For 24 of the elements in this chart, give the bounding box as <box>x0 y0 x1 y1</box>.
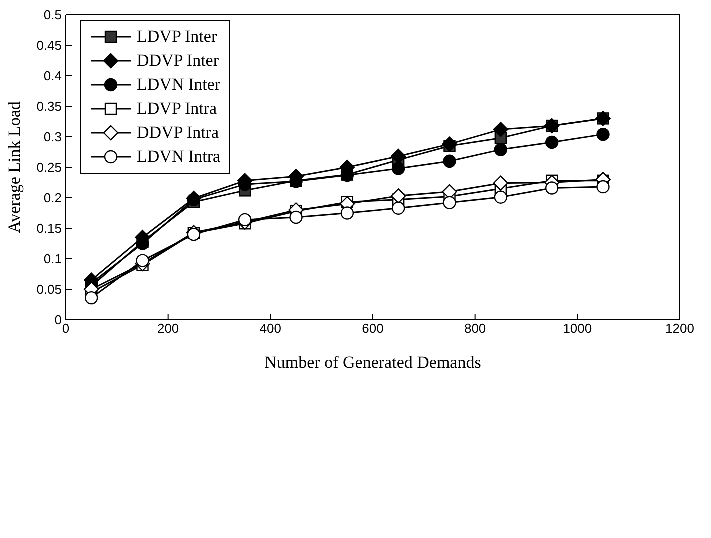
x-tick-label: 1200 <box>666 321 694 336</box>
x-tick-label: 800 <box>464 321 486 336</box>
legend-label: DDVP Intra <box>137 123 219 143</box>
legend-label: DDVP Inter <box>137 51 219 71</box>
y-tick-label: 0.3 <box>44 130 62 145</box>
x-tick-label: 600 <box>362 321 384 336</box>
y-tick-label: 0.05 <box>36 282 62 298</box>
x-tick-label: 200 <box>157 321 180 336</box>
y-tick-label: 0.1 <box>44 252 62 267</box>
legend-label: LDVP Inter <box>137 27 218 47</box>
x-axis-title: Number of Generated Demands <box>264 353 482 372</box>
y-tick-label: 0.45 <box>36 38 62 54</box>
y-tick-label: 0.15 <box>36 221 62 236</box>
x-tick-label: 400 <box>260 321 282 336</box>
y-tick-label: 0.25 <box>36 160 62 176</box>
y-tick-label: 0.5 <box>44 8 62 23</box>
y-tick-label: 0.35 <box>36 99 62 114</box>
y-axis-title: Average Link Load <box>5 101 24 234</box>
legend-label: LDVN Intra <box>137 147 221 167</box>
y-tick-label: 0.2 <box>44 190 62 206</box>
legend-label: LDVP Intra <box>137 99 218 119</box>
legend-label: LDVN Inter <box>137 75 221 95</box>
y-tick-label: 0.4 <box>44 68 62 84</box>
x-tick-label: 1000 <box>563 321 592 336</box>
